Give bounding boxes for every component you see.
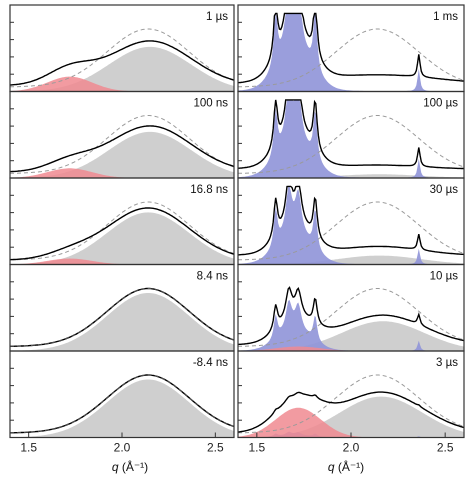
panel-left-3: 8.4 ns xyxy=(9,263,235,352)
x-axes-group: 1.5 2.0 2.5 1.5 2.0 2.5 xyxy=(20,432,454,455)
liquid-area xyxy=(10,293,234,351)
liquid-area xyxy=(238,174,464,178)
total-curve xyxy=(237,286,465,346)
panel-right-4: 3 µs xyxy=(237,350,465,439)
time-label: 100 µs xyxy=(423,98,458,110)
time-label: 30 µs xyxy=(430,184,459,196)
total-curve xyxy=(237,185,465,256)
crystalline-area xyxy=(238,99,464,178)
time-label: 16.8 ns xyxy=(190,184,228,196)
low-q-area xyxy=(10,258,234,265)
reference-curve xyxy=(10,201,235,261)
liquid-area xyxy=(10,212,234,265)
liquid-area xyxy=(10,46,234,92)
x-tick-label: 2.0 xyxy=(343,441,360,455)
x-tick-label: 1.5 xyxy=(248,441,265,455)
reference-curve xyxy=(238,374,465,434)
panels-group: 1 µs 100 ns 16.8 ns 8.4 ns -8.4 ns 1 ms 100 µs… xyxy=(9,4,465,439)
total-curve xyxy=(237,391,465,433)
panel-left-0: 1 µs xyxy=(9,4,235,93)
reference-curve xyxy=(238,201,465,261)
time-label: 1 ms xyxy=(433,11,458,23)
total-curve xyxy=(9,40,235,86)
x-tick-label: 2.5 xyxy=(437,441,454,455)
liquid-area xyxy=(10,131,234,178)
low-q-area xyxy=(238,407,464,438)
x-tick-label: 2.5 xyxy=(207,441,224,455)
crystalline-area xyxy=(238,186,464,265)
liquid-area xyxy=(238,396,464,438)
panel-left-4: -8.4 ns xyxy=(9,350,235,439)
panel-right-0: 1 ms xyxy=(237,4,465,93)
reference-curve xyxy=(238,115,465,174)
time-label: 10 µs xyxy=(430,271,459,283)
reference-curve xyxy=(238,28,465,88)
reference-curve xyxy=(238,288,465,347)
x-axis-title-left: q (Å⁻¹) xyxy=(112,459,148,474)
x-axis-title-right: q (Å⁻¹) xyxy=(328,459,364,474)
time-label: 8.4 ns xyxy=(197,271,229,283)
reference-curve xyxy=(10,288,235,347)
x-tick-label: 2.0 xyxy=(114,441,131,455)
panel-left-2: 16.8 ns xyxy=(9,177,235,266)
crystalline-area xyxy=(238,13,464,92)
time-label: 1 µs xyxy=(206,11,228,23)
panel-right-3: 10 µs xyxy=(237,263,465,352)
time-label: 100 ns xyxy=(193,98,228,110)
time-label: 3 µs xyxy=(436,357,458,369)
low-q-area xyxy=(238,346,464,351)
liquid-area xyxy=(238,255,464,265)
panel-right-2: 30 µs xyxy=(237,177,465,266)
total-curve xyxy=(10,125,235,173)
x-tick-label: 1.5 xyxy=(20,441,37,455)
liquid-area xyxy=(10,379,234,438)
panel-left-1: 100 ns xyxy=(9,90,235,179)
reference-curve xyxy=(10,28,235,88)
total-curve xyxy=(238,99,464,170)
total-curve xyxy=(9,207,235,261)
low-q-area xyxy=(10,168,234,178)
liquid-area xyxy=(238,321,464,351)
reference-curve xyxy=(10,115,235,174)
low-q-area xyxy=(10,76,234,92)
time-label: -8.4 ns xyxy=(193,357,228,369)
panel-right-1: 100 µs xyxy=(237,90,465,179)
reference-curve xyxy=(10,374,235,434)
total-curve xyxy=(237,12,465,84)
